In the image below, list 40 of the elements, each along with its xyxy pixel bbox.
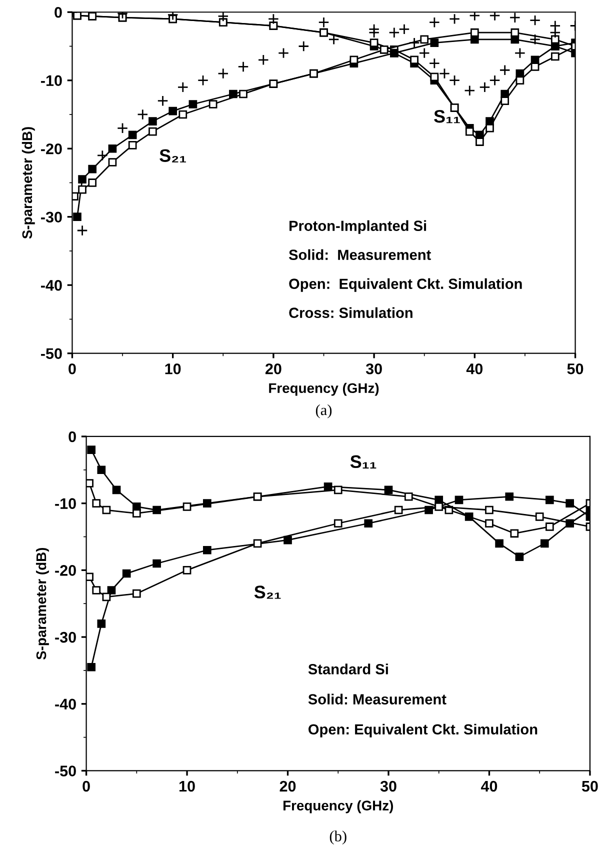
y-axis-title: S-parameter (dB) [22,127,35,239]
annotation: S₁₁ [434,110,460,124]
y-tick-label: -10 [55,498,76,510]
annotation: S₁₁ [350,455,376,468]
y-tick-label: -20 [55,565,76,576]
x-tick-label: 20 [265,363,282,374]
x-tick-label: 40 [480,780,498,792]
y-tick-label: 0 [68,431,76,442]
annotation: Solid: Measurement [308,694,446,704]
x-tick-label: 50 [582,780,598,792]
y-axis-title: S-parameter (dB) [36,548,49,660]
x-tick-label: 30 [366,363,382,374]
annotation: Open: Equivalent Ckt. Simulation [289,278,522,292]
annotation: Cross: Simulation [289,307,412,318]
text: (b) [330,830,346,845]
annotation: Solid: Measurement [288,249,431,260]
y-tick-label: -10 [41,75,62,86]
annotation: Proton-Implanted Si [290,220,426,234]
y-tick-label: -30 [55,632,76,643]
annotation: S₂₁ [254,586,281,599]
y-tick-label: -50 [55,766,76,776]
y-tick-label: -20 [41,143,62,154]
y-tick-label: -40 [41,280,62,291]
x-tick-label: 10 [165,363,181,374]
annotation: Standard Si [308,664,388,674]
y-tick-label: -50 [41,348,62,360]
x-tick-label: 40 [466,363,483,374]
annotation: S₂₁ [160,149,186,162]
annotation: Open: Equivalent Ckt. Simulation [308,724,538,738]
x-axis-title: Frequency (GHz) [284,800,394,814]
x-tick-label: 50 [567,363,584,374]
x-tick-label: 10 [179,780,195,792]
x-tick-label: 0 [82,780,90,792]
x-tick-label: 30 [380,780,396,792]
x-axis-title: Frequency (GHz) [269,382,379,396]
text: (a) [316,404,332,418]
y-tick-label: -40 [55,698,76,710]
x-tick-label: 20 [280,780,296,792]
y-tick-label: -30 [41,212,62,223]
y-tick-label: 0 [54,6,62,18]
